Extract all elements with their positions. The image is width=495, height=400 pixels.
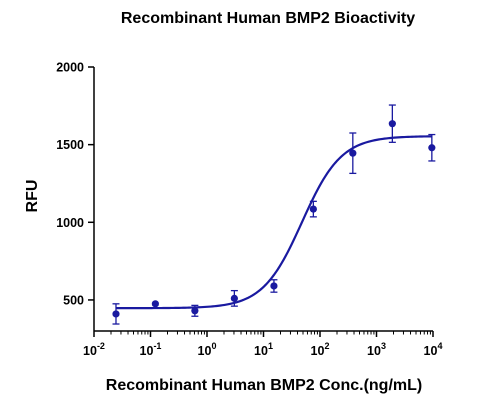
y-tick-label: 1000 <box>56 216 84 230</box>
y-tick-label: 1500 <box>56 138 84 152</box>
data-point <box>151 300 159 308</box>
data-point <box>349 149 357 157</box>
plot-area: 500 1000 1500 2000 10-2 10-1 100 101 102 103 104 <box>56 61 442 359</box>
data-points <box>112 120 436 318</box>
x-tick-label: 10-1 <box>140 341 162 358</box>
y-axis-label: RFU <box>24 180 41 213</box>
data-point <box>191 307 199 315</box>
x-tick-label: 100 <box>198 341 217 358</box>
data-point <box>428 144 436 152</box>
x-axis-ticks: 10-2 10-1 100 101 102 103 104 <box>83 331 442 358</box>
x-tick-label: 103 <box>367 341 386 358</box>
fit-curve <box>115 135 432 310</box>
y-tick-label: 500 <box>63 293 84 307</box>
data-point <box>230 294 238 302</box>
chart-title: Recombinant Human BMP2 Bioactivity <box>121 10 415 27</box>
x-tick-label: 102 <box>311 341 330 358</box>
y-tick-label: 2000 <box>56 61 84 75</box>
data-point <box>309 205 317 213</box>
x-tick-label: 104 <box>424 341 443 358</box>
data-point <box>270 282 278 290</box>
x-axis-label: Recombinant Human BMP2 Conc.(ng/mL) <box>106 377 422 394</box>
x-tick-label: 10-2 <box>83 341 105 358</box>
data-point <box>112 310 120 318</box>
data-point <box>388 120 396 128</box>
x-tick-label: 101 <box>254 341 273 358</box>
y-axis-ticks: 500 1000 1500 2000 <box>56 61 94 307</box>
